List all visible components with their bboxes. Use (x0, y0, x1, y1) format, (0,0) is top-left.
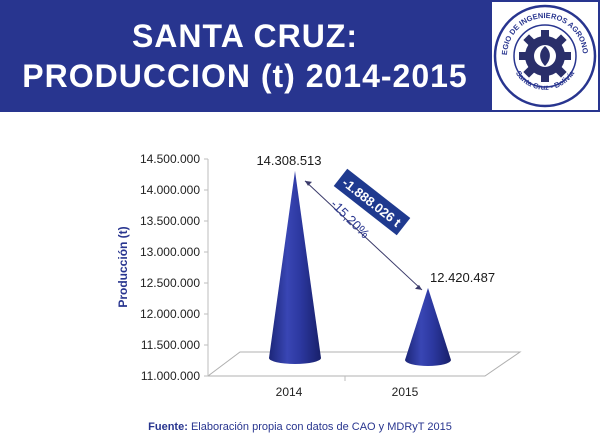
source-note: Fuente: Elaboración propia con datos de … (0, 421, 600, 433)
data-label: 14.308.513 (256, 153, 321, 168)
logo: COLEGIO DE INGENIEROS AGRONOMOS Santa Cr… (489, 0, 598, 110)
y-axis-label: Producción (t) (116, 226, 130, 307)
title-line-1: SANTA CRUZ: (131, 18, 359, 54)
x-tick-label: 2014 (276, 385, 303, 399)
difference-arrow (304, 180, 423, 291)
chart: 11.000.000 11.500.000 12.000.000 12.500.000… (116, 152, 522, 399)
header-banner: SANTA CRUZ: PRODUCCION (t) 2014-2015 (0, 0, 600, 112)
x-axis: 2014 2015 (276, 376, 419, 399)
arrow-head-start (305, 180, 312, 186)
x-tick-label: 2015 (392, 385, 419, 399)
y-axis: 11.000.000 11.500.000 12.000.000 12.500.000… (140, 152, 209, 383)
y-tick-label: 14.000.000 (140, 183, 200, 197)
arrow-head-end (415, 284, 422, 290)
y-tick-label: 12.000.000 (140, 307, 200, 321)
y-tick-label: 14.500.000 (140, 152, 200, 166)
title-line-2: PRODUCCION (t) 2014-2015 (22, 58, 468, 94)
difference-annotation: -1.888.026 t-15,20% (304, 168, 423, 291)
y-tick-label: 12.500.000 (140, 276, 200, 290)
logo-seal-icon: COLEGIO DE INGENIEROS AGRONOMOS Santa Cr… (489, 0, 597, 108)
source-label: Fuente: (148, 421, 188, 433)
y-tick-label: 13.000.000 (140, 245, 200, 259)
cone-2015 (405, 287, 451, 366)
y-tick-label: 11.000.000 (141, 369, 200, 383)
cone-body (269, 170, 321, 364)
data-labels: 14.308.513 12.420.487 (256, 153, 495, 285)
callout-box (333, 168, 411, 236)
cone-2014 (269, 170, 321, 364)
cone-body (405, 287, 451, 366)
source-text: Elaboración propia con datos de CAO y MD… (187, 421, 452, 433)
y-tick-label: 11.500.000 (141, 338, 200, 352)
cone-series (269, 170, 451, 366)
y-tick-label: 13.500.000 (140, 214, 200, 228)
chart-floor (206, 351, 522, 377)
data-label: 12.420.487 (430, 270, 495, 285)
floor-outline (206, 351, 522, 377)
